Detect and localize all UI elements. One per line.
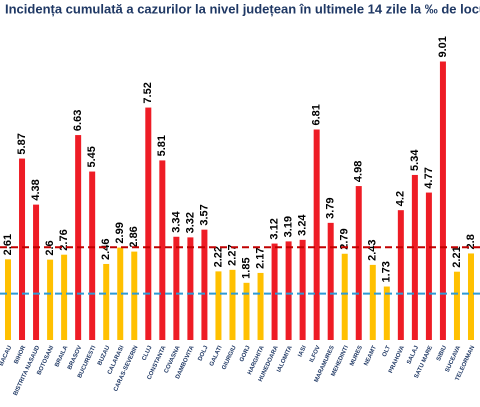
x-tick-label: BRAILA xyxy=(54,344,69,368)
bar xyxy=(229,269,236,340)
bar xyxy=(33,204,40,340)
value-label: 3.79 xyxy=(325,197,337,218)
value-label: 4.98 xyxy=(353,161,365,182)
value-label: 2.76 xyxy=(58,229,70,250)
value-label: 3.57 xyxy=(198,204,210,225)
x-tick-label: MURES xyxy=(349,345,364,367)
value-label: 1.85 xyxy=(240,257,252,278)
x-tick-label: SIBIU xyxy=(436,345,448,362)
bar xyxy=(383,286,390,340)
value-label: 4.38 xyxy=(30,179,42,200)
x-tick-label: IASI xyxy=(298,345,309,358)
bar xyxy=(61,254,68,340)
value-label: 2.61 xyxy=(2,234,14,255)
bar xyxy=(89,171,96,340)
bar xyxy=(159,160,166,340)
bar xyxy=(411,174,418,340)
bar xyxy=(131,251,138,340)
bar xyxy=(439,61,446,340)
bar xyxy=(299,239,306,340)
x-tick-label: DOLJ xyxy=(197,345,209,362)
bar xyxy=(397,210,404,340)
x-tick-label: SALAJ xyxy=(406,345,420,365)
x-tick-label: CLUJ xyxy=(141,345,153,362)
value-label: 3.19 xyxy=(283,216,295,237)
chart-title: Incidența cumulată a cazurilor la nivel … xyxy=(5,1,480,16)
x-tick-label: ILFOV xyxy=(309,345,322,364)
value-label: 5.87 xyxy=(16,133,28,154)
x-tick-label: OLT xyxy=(382,345,392,358)
bar xyxy=(257,272,264,340)
value-label: 2.46 xyxy=(100,239,112,260)
bar xyxy=(145,107,152,341)
bar xyxy=(425,192,432,340)
bar xyxy=(341,253,348,340)
x-tick-label: BUZAU xyxy=(97,345,111,367)
value-label: 3.32 xyxy=(184,212,196,233)
value-label: 6.81 xyxy=(311,104,323,125)
value-label: 3.34 xyxy=(170,210,182,232)
value-label: 2.17 xyxy=(254,248,266,269)
value-label: 5.45 xyxy=(86,146,98,167)
bar xyxy=(243,282,250,340)
value-label: 2.27 xyxy=(226,244,238,265)
value-label: 2.86 xyxy=(128,226,140,247)
bar xyxy=(313,129,320,340)
x-tick-label: GALATI xyxy=(209,345,224,368)
value-label: 3.24 xyxy=(297,214,309,236)
value-label: 1.73 xyxy=(381,261,393,282)
value-label: 2.79 xyxy=(339,228,351,249)
value-label: 4.2 xyxy=(395,191,407,206)
value-label: 9.01 xyxy=(437,36,449,57)
x-tick-label: GIURGIU xyxy=(221,345,237,371)
bar xyxy=(285,241,292,340)
value-label: 5.34 xyxy=(409,149,421,171)
value-label: 2.21 xyxy=(451,246,463,267)
value-label: 5.81 xyxy=(156,135,168,156)
bar xyxy=(327,222,334,340)
bar xyxy=(47,259,54,340)
bar xyxy=(201,229,208,340)
bar xyxy=(103,263,110,340)
bar xyxy=(187,237,194,340)
value-label: 2.99 xyxy=(114,222,126,243)
bar xyxy=(19,158,26,340)
x-tick-label: NEAMT xyxy=(364,345,379,367)
bar xyxy=(271,243,278,340)
bar xyxy=(75,135,82,340)
value-label: 2.8 xyxy=(465,234,477,249)
bar xyxy=(355,186,362,340)
bar xyxy=(215,271,222,340)
value-label: 3.12 xyxy=(268,218,280,239)
bar xyxy=(5,259,11,340)
x-tick-label: GORJ xyxy=(239,345,252,363)
bar xyxy=(173,236,180,340)
x-tick-label: BACAU xyxy=(0,345,13,367)
value-label: 2.22 xyxy=(212,246,224,267)
value-label: 2.43 xyxy=(367,239,379,260)
bar xyxy=(369,264,376,340)
value-label: 7.52 xyxy=(142,82,154,103)
bar xyxy=(467,253,474,340)
bar xyxy=(117,247,124,340)
bar xyxy=(453,271,460,340)
x-tick-label: BIHOR xyxy=(14,344,28,365)
value-label: 4.77 xyxy=(423,167,435,188)
value-label: 6.63 xyxy=(72,110,84,131)
